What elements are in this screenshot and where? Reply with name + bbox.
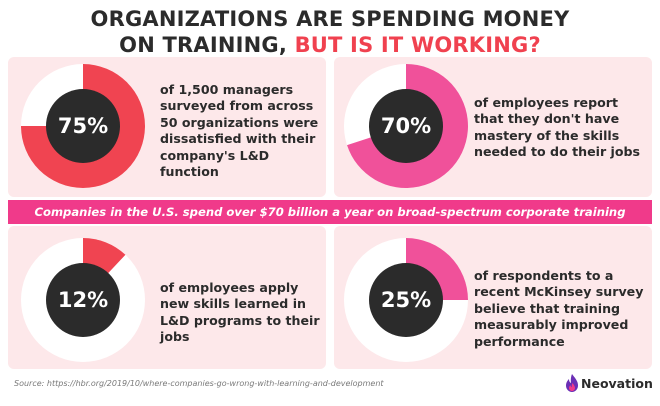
percent-label: 70% bbox=[380, 114, 432, 138]
donut-svg-2 bbox=[344, 64, 468, 188]
donut-center bbox=[46, 89, 120, 163]
brand-name: Neovation bbox=[581, 375, 653, 391]
title-line-2-part1: ON TRAINING, bbox=[119, 33, 295, 57]
donut-svg-3 bbox=[21, 238, 145, 362]
percent-label: 25% bbox=[380, 288, 432, 312]
donut-svg-1 bbox=[21, 64, 145, 188]
stat-description-1: of 1,500 managers surveyed from across 5… bbox=[160, 82, 319, 180]
page-title: ORGANIZATIONS ARE SPENDING MONEY ON TRAI… bbox=[0, 6, 660, 58]
donut-chart-2: 70% bbox=[344, 64, 468, 188]
donut-svg-4 bbox=[344, 238, 468, 362]
donut-chart-3: 12% bbox=[21, 238, 145, 362]
spend-banner: Companies in the U.S. spend over $70 bil… bbox=[8, 200, 652, 224]
title-line-2: ON TRAINING, BUT IS IT WORKING? bbox=[0, 32, 660, 58]
stat-description-3: of employees apply new skills learned in… bbox=[160, 280, 320, 345]
donut-center bbox=[369, 263, 443, 337]
flame-icon bbox=[566, 374, 578, 392]
percent-label: 12% bbox=[57, 288, 109, 312]
donut-center bbox=[46, 263, 120, 337]
stat-description-4: of respondents to a recent McKinsey surv… bbox=[474, 268, 644, 349]
donut-chart-4: 25% bbox=[344, 238, 468, 362]
percent-label: 75% bbox=[57, 114, 109, 138]
brand-logo: Neovation bbox=[566, 374, 653, 392]
donut-center bbox=[369, 89, 443, 163]
title-accent: BUT IS IT WORKING? bbox=[294, 33, 541, 57]
donut-chart-1: 75% bbox=[21, 64, 145, 188]
title-line-1: ORGANIZATIONS ARE SPENDING MONEY bbox=[90, 7, 570, 31]
source-citation: Source: https://hbr.org/2019/10/where-co… bbox=[14, 379, 384, 388]
stat-description-2: of employees report that they don't have… bbox=[474, 95, 641, 160]
